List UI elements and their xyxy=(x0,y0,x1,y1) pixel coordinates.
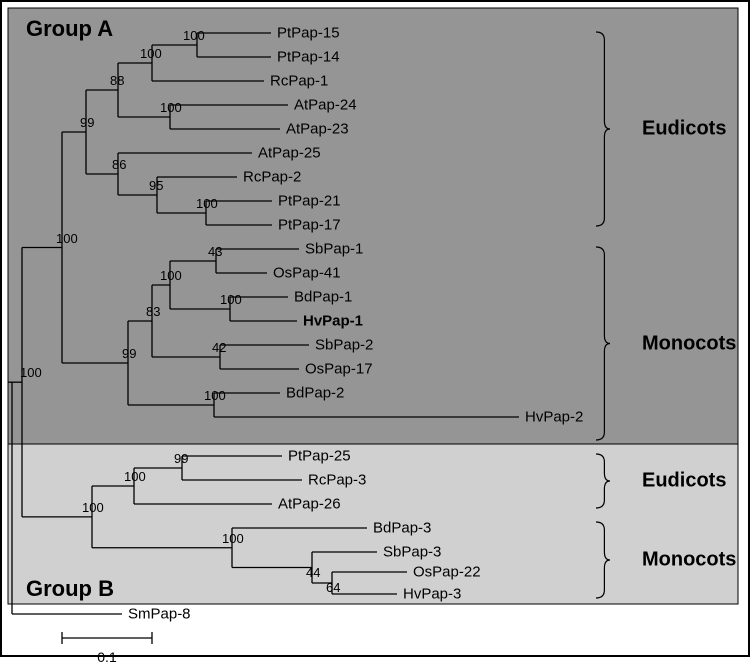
phylogenetic-tree: Group A Group B 0.1 PtPap-15PtPap-14RcPa… xyxy=(0,0,750,657)
tree-edges xyxy=(2,2,748,655)
